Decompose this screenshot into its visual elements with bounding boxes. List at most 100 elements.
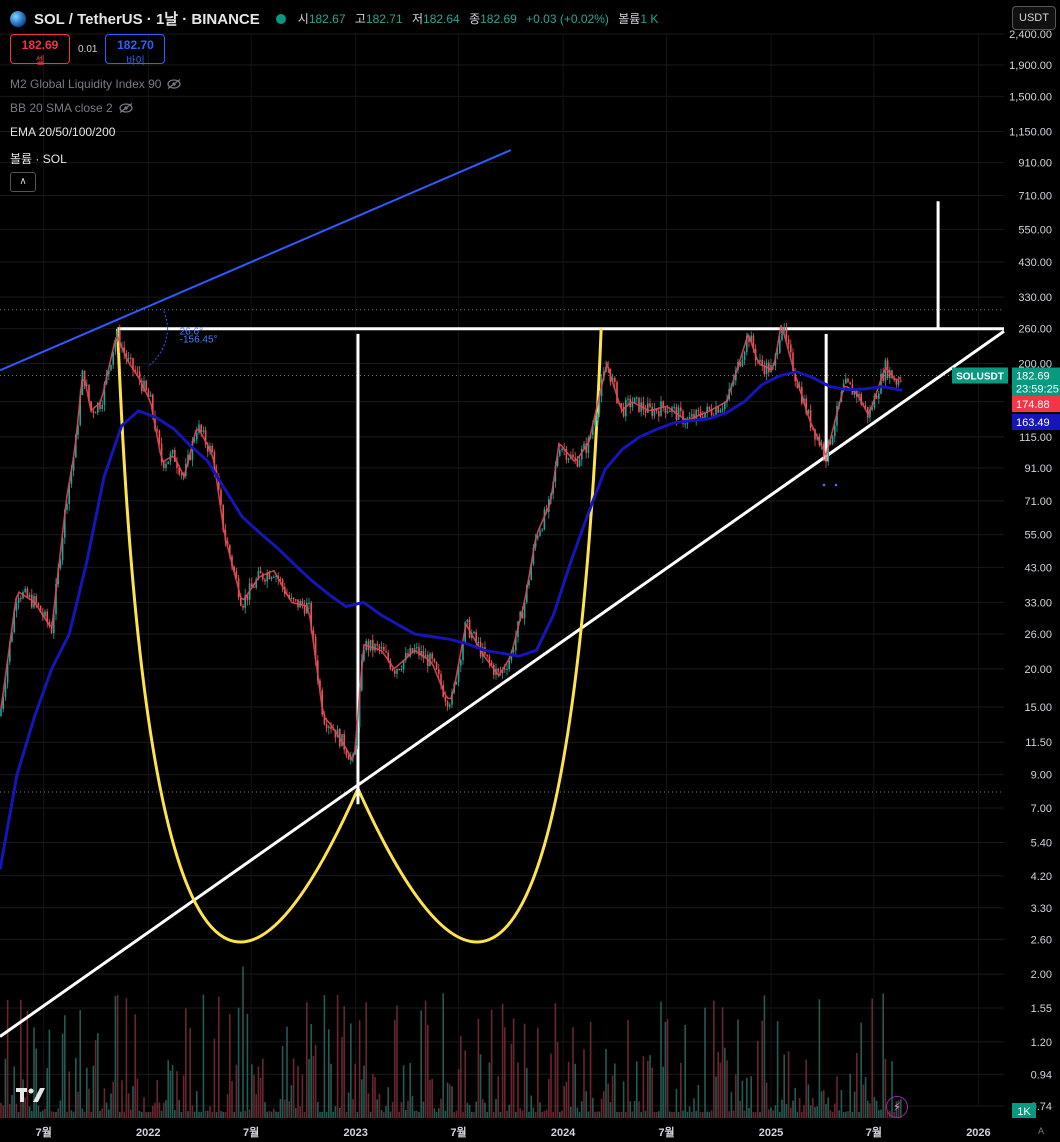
volume-bar [878,1110,880,1118]
candle-body [831,436,834,445]
ema-series [0,370,903,870]
volume-bar [457,1069,460,1118]
candle-body [138,371,141,381]
volume-bar [596,1111,598,1118]
volume-bar [398,1112,400,1118]
change-value: +0.03 (+0.02%) [526,12,609,26]
currency-button[interactable]: USDT [1012,6,1056,30]
volume-bar [468,1104,471,1118]
volume-bar [336,994,339,1118]
volume-bar [512,1018,515,1118]
volume-bar [431,1078,433,1118]
indicator-volume[interactable]: 볼륨 · SOL [10,150,67,167]
eye-hidden-icon[interactable] [119,103,133,113]
indicator-m2[interactable]: M2 Global Liquidity Index 90 [10,77,182,91]
candle-body [706,406,708,414]
candle-body [614,377,616,382]
indicator-ema[interactable]: EMA 20/50/100/200 [10,125,115,139]
low-label: 저 [411,12,424,26]
candle-body [204,430,207,445]
candle-body [497,668,499,672]
volume-bar [345,1111,348,1118]
candle-body [6,661,9,684]
volume-bar [394,1019,396,1118]
volume-bar [185,1008,187,1118]
volume-bar [123,1111,125,1118]
volume-bar [539,1102,541,1118]
indicator-bb[interactable]: BB 20 SMA close 2 [10,101,133,115]
symbol-title[interactable]: SOL / TetherUS · 1날 · BINANCE [34,11,260,28]
candle-body [504,668,506,670]
candle-body [101,405,103,410]
volume-bar [442,993,444,1118]
volume-bar [429,1079,431,1118]
volume-bar [640,1112,642,1118]
x-axis[interactable]: 7월 2022 7월 2023 7월 2024 7월 2025 7월 2026 [36,1125,991,1139]
candle-body [77,424,79,435]
candle-body [0,708,2,717]
volume-bar [490,1009,493,1118]
candle-body [523,602,526,619]
candle-body [847,378,849,383]
candle-body [834,425,836,437]
candle-body [790,344,792,353]
candle-body [488,656,491,662]
volume-bar [248,1109,251,1118]
y-tick-label: 20.00 [1024,664,1052,676]
volume-bar [435,1111,438,1118]
buy-button[interactable]: 182.70 바이 [105,34,166,67]
x-tick-label: 7월 [658,1125,674,1139]
candle-body [585,443,587,453]
collapse-legend-button[interactable]: ∧ [10,172,36,192]
volume-bar [882,993,884,1118]
candle-body [356,727,359,746]
volume-bar [385,1105,387,1118]
candle-body [372,639,374,651]
volume-bar [207,1110,209,1118]
volume-bar [365,1002,367,1118]
volume-bar [218,996,220,1118]
volume-bar [352,1099,354,1118]
volume-bar [743,1110,746,1118]
candle-body [290,597,293,599]
y-axis[interactable]: 2,400.00 1,900.00 1,500.00 1,150.00 910.00 71… [1009,29,1052,1113]
candle-body [704,413,706,420]
volume-bar [838,1110,840,1118]
volume-bar [427,1024,429,1118]
angle-label: 26.6° [180,327,203,338]
sell-button[interactable]: 182.69 셀 [10,34,70,67]
y-tick-label: 200.00 [1018,359,1052,371]
volume-bar [675,1088,678,1118]
volume-bar [886,1111,889,1118]
candle-body [35,596,37,604]
candle-body [376,644,378,646]
volume-bar [548,1079,550,1118]
upper-trendline [0,149,512,372]
volume-bar [215,1112,218,1118]
candle-body [825,456,827,462]
candle-body [336,729,339,738]
candle-body [196,432,198,440]
volume-bar [829,1110,832,1118]
candle-body [174,449,176,462]
candle-body [556,455,559,466]
volume-bar [297,1066,299,1118]
volume-bar [770,1107,772,1118]
candle-body [559,450,561,456]
volume-bar [631,1111,634,1118]
volume-bar [290,1085,293,1118]
volume-bar [506,1110,508,1118]
volume-bar [189,1027,191,1118]
tradingview-logo-icon[interactable] [16,1086,46,1104]
candle-body [259,571,262,574]
volume-bar [347,1092,350,1118]
eye-hidden-icon[interactable] [167,79,182,89]
lightning-icon[interactable]: ⚡ [886,1096,908,1118]
auto-scale-button[interactable]: A [1038,1126,1045,1136]
volume-bar [57,1108,59,1118]
volume-bar [728,1111,730,1118]
volume-bar [587,1111,590,1118]
volume-bar [488,1062,491,1118]
symbol-tag [952,367,1008,384]
